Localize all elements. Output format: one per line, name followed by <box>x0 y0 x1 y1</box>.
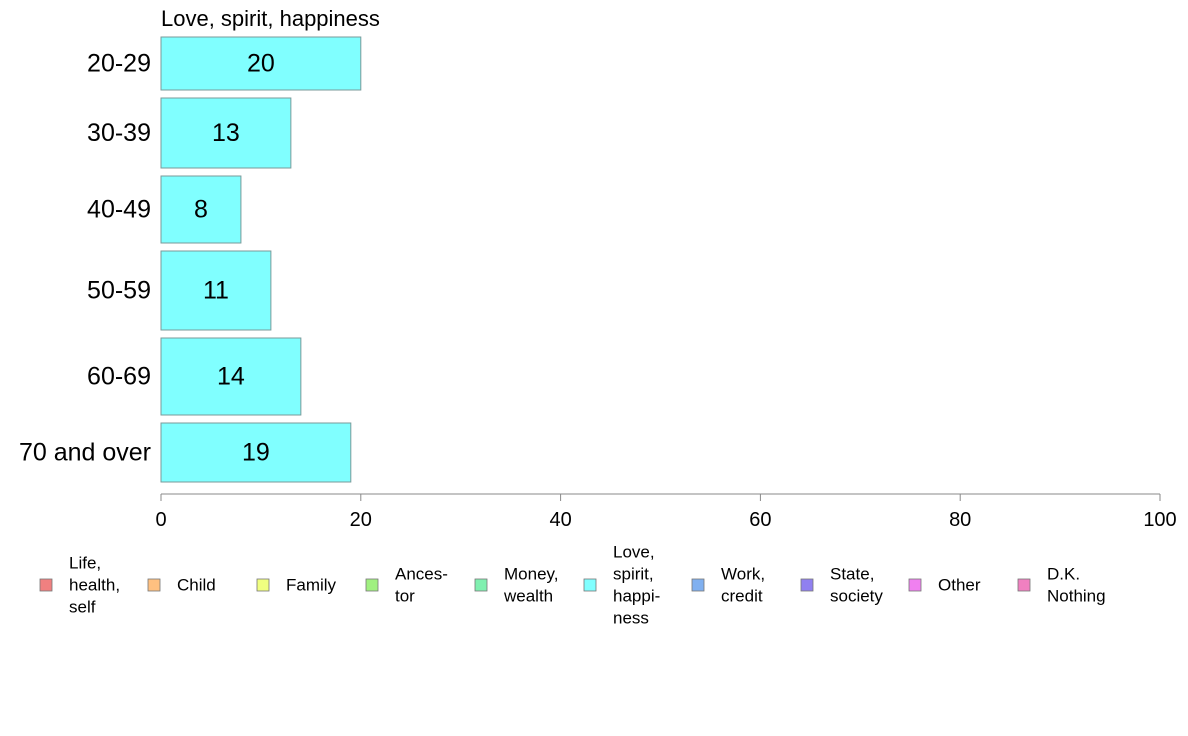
bar-value-label: 19 <box>242 439 270 467</box>
bar-value-label: 20 <box>247 50 275 78</box>
legend: Life, health, self Child Family Ances-tor Mone… <box>39 543 1106 628</box>
x-tick-label: 0 <box>155 509 166 531</box>
category-label: 20-29 <box>87 50 151 78</box>
legend-swatch <box>1017 578 1031 592</box>
legend-swatch <box>474 578 488 592</box>
bar-40-49 <box>160 175 242 244</box>
legend-swatch <box>365 578 379 592</box>
x-tick-label: 80 <box>949 509 971 531</box>
bar-value-label: 13 <box>212 119 240 147</box>
bar-30-39 <box>160 97 292 169</box>
bar-value-label: 14 <box>217 363 245 391</box>
legend-label: Child <box>177 576 216 595</box>
legend-label: Ances-tor <box>395 565 448 606</box>
x-axis: 0 20 40 60 80 100 <box>155 493 1177 531</box>
bar-value-label: 11 <box>203 277 229 305</box>
legend-swatch <box>256 578 270 592</box>
legend-swatch <box>583 578 597 592</box>
category-label: 30-39 <box>87 119 151 147</box>
category-label: 50-59 <box>87 277 151 305</box>
x-tick-label: 100 <box>1143 509 1176 531</box>
x-tick-label: 60 <box>749 509 771 531</box>
legend-swatch <box>39 578 53 592</box>
legend-label: State, society <box>830 565 883 606</box>
bar-60-69 <box>160 337 302 416</box>
bar-20-29 <box>160 36 362 91</box>
legend-swatch <box>147 578 161 592</box>
legend-label: Work, credit <box>721 565 765 606</box>
legend-label: Other <box>938 576 981 595</box>
bar-70-and-over <box>160 422 352 483</box>
bar-50-59 <box>160 250 272 331</box>
legend-label: Money, wealth <box>503 565 559 606</box>
legend-label: Love, spirit, happi-ness <box>613 543 660 628</box>
x-tick-label: 20 <box>350 509 372 531</box>
legend-label: Family <box>286 576 337 595</box>
legend-label: Life, health, self <box>69 554 120 617</box>
legend-swatch <box>800 578 814 592</box>
category-label: 40-49 <box>87 196 151 224</box>
legend-swatch <box>908 578 922 592</box>
x-tick-label: 40 <box>549 509 571 531</box>
legend-label: D.K. Nothing <box>1047 565 1106 606</box>
category-label: 70 and over <box>19 439 151 467</box>
bars-group: 20 20-29 13 30-39 8 40-49 11 50-59 14 60-69 19 70 a… <box>19 36 362 483</box>
legend-swatch <box>691 578 705 592</box>
category-label: 60-69 <box>87 363 151 391</box>
bar-value-label: 8 <box>194 196 208 224</box>
chart-title: Love, spirit, happiness <box>161 6 380 31</box>
